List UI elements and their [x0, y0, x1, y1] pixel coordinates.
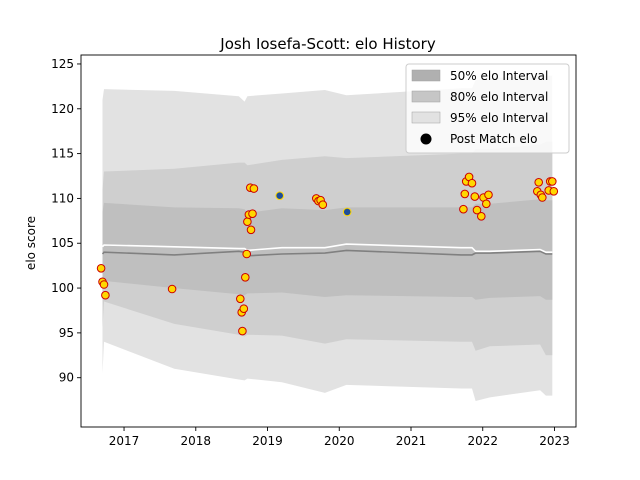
data-point — [246, 225, 256, 235]
legend-swatch — [411, 111, 441, 124]
median-line — [101, 249, 553, 257]
data-point — [548, 177, 557, 186]
legend-label: 95% elo Interval — [450, 111, 548, 125]
data-point — [249, 184, 259, 193]
data-point — [248, 209, 257, 218]
data-point — [477, 212, 486, 221]
y-tick-label: 110 — [51, 191, 74, 205]
legend-swatch — [411, 69, 441, 82]
chart-title: Josh Iosefa-Scott: elo History — [219, 35, 436, 53]
data-point — [460, 189, 470, 199]
legend-label: 80% elo Interval — [450, 90, 548, 104]
x-tick-label: 2022 — [467, 434, 498, 448]
x-tick-label: 2023 — [539, 434, 570, 448]
data-point — [101, 290, 110, 300]
x-tick-label: 2018 — [181, 434, 212, 448]
data-point — [99, 280, 109, 289]
x-tick-label: 2019 — [252, 434, 283, 448]
y-tick-label: 105 — [51, 236, 74, 250]
data-point — [238, 326, 247, 336]
data-point — [482, 199, 491, 209]
legend-marker — [420, 133, 432, 145]
y-tick-label: 95 — [59, 326, 74, 340]
legend-swatch — [411, 90, 441, 103]
data-point — [538, 193, 547, 202]
band-50-interval — [102, 199, 553, 300]
data-point — [96, 264, 106, 273]
data-point — [275, 191, 285, 200]
x-tick-label: 2020 — [324, 434, 355, 448]
data-point — [318, 200, 328, 209]
data-point — [484, 190, 493, 200]
data-point — [241, 273, 250, 282]
data-point — [459, 204, 468, 214]
legend-label: 50% elo Interval — [450, 69, 548, 83]
legend-label: Post Match elo — [450, 132, 537, 146]
y-tick-label: 90 — [59, 371, 74, 385]
y-tick-label: 115 — [51, 147, 74, 161]
data-point — [243, 217, 252, 226]
plot-content — [96, 75, 559, 401]
data-point — [472, 205, 482, 215]
data-point — [342, 207, 352, 217]
y-axis-label: elo score — [24, 216, 38, 270]
data-point — [467, 178, 477, 188]
x-tick-label: 2021 — [396, 434, 427, 448]
data-point — [239, 304, 249, 314]
plot-area: 2017 2018 2019 2020 2021 2022 2023 90 95 100 105 11… — [51, 54, 577, 448]
data-point — [534, 178, 544, 187]
y-tick-label: 120 — [51, 102, 74, 116]
data-point — [470, 192, 480, 201]
legend-box — [405, 63, 570, 154]
data-point — [549, 187, 559, 196]
legend: 50% elo Interval 80% elo Interval 95% elo … — [405, 63, 570, 154]
y-tick-label: 125 — [51, 57, 74, 71]
mean-line — [101, 243, 553, 253]
plot-frame — [80, 54, 577, 428]
data-point — [236, 294, 245, 304]
data-point — [242, 249, 251, 259]
data-point — [167, 284, 177, 294]
x-tick-label: 2017 — [109, 434, 140, 448]
y-tick-label: 100 — [51, 281, 74, 295]
